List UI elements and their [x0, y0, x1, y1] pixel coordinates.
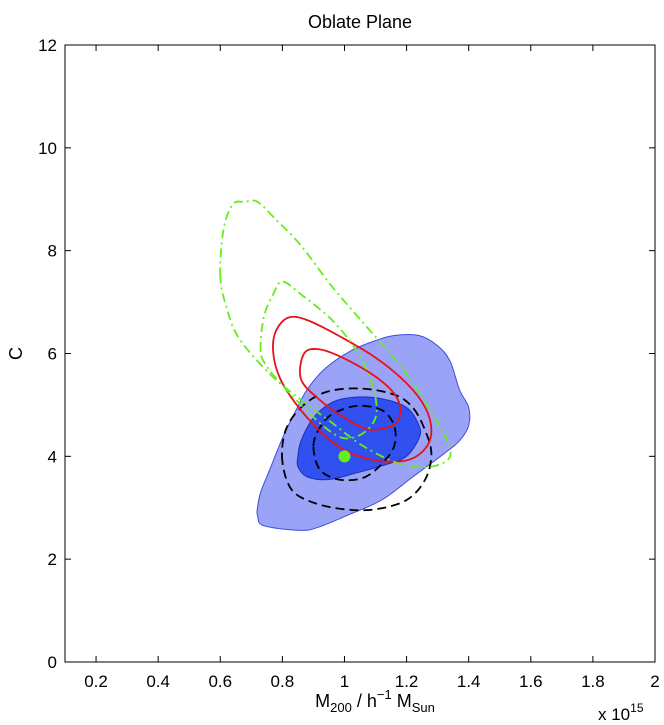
- contour-black-0: [281, 387, 433, 512]
- data-points: [338, 450, 351, 463]
- x-label-superscript: −1: [377, 687, 392, 702]
- contour-green-5: [259, 280, 378, 440]
- x-axis-multiplier: x 1015: [598, 701, 644, 724]
- contour-red-2: [272, 315, 433, 463]
- y-tick-label: 2: [48, 550, 57, 569]
- x-tick-label: 0.2: [84, 672, 108, 691]
- multiplier-exponent: 15: [630, 701, 644, 715]
- x-axis-ticks: 0.2 0.4 0.6 0.8 1 1.2 1.4 1.6 1.8 2: [84, 45, 660, 691]
- contour-red-3: [299, 348, 402, 431]
- x-tick-label: 1.4: [457, 672, 481, 691]
- multiplier-base: x 10: [598, 705, 630, 724]
- x-tick-label: 0.8: [271, 672, 295, 691]
- contour-black-1: [312, 404, 397, 482]
- y-tick-label: 10: [38, 139, 57, 158]
- x-tick-label: 0.6: [208, 672, 232, 691]
- y-tick-label: 0: [48, 653, 57, 672]
- contour-green-4: [219, 199, 452, 469]
- fiducial-point: [338, 450, 351, 463]
- contour-lines: [219, 199, 452, 512]
- x-tick-label: 2: [650, 672, 659, 691]
- chart-title: Oblate Plane: [308, 12, 412, 32]
- x-tick-label: 0.4: [146, 672, 170, 691]
- y-tick-label: 8: [48, 242, 57, 261]
- x-axis-label: M200 / h−1 MSun: [315, 687, 435, 715]
- y-axis-ticks: 0 2 4 6 8 10 12: [38, 36, 655, 672]
- y-axis-label: C: [6, 347, 26, 360]
- x-tick-label: 1.2: [395, 672, 419, 691]
- x-label-mid: / h: [352, 691, 377, 711]
- x-tick-label: 1.8: [581, 672, 605, 691]
- y-tick-label: 4: [48, 447, 57, 466]
- x-label-main: M: [315, 691, 330, 711]
- x-tick-label: 1: [340, 672, 349, 691]
- x-label-subscript-200: 200: [330, 700, 352, 715]
- x-tick-label: 1.6: [519, 672, 543, 691]
- y-tick-label: 12: [38, 36, 57, 55]
- x-label-main2: M: [392, 691, 412, 711]
- y-tick-label: 6: [48, 345, 57, 364]
- x-label-subscript-sun: Sun: [412, 700, 435, 715]
